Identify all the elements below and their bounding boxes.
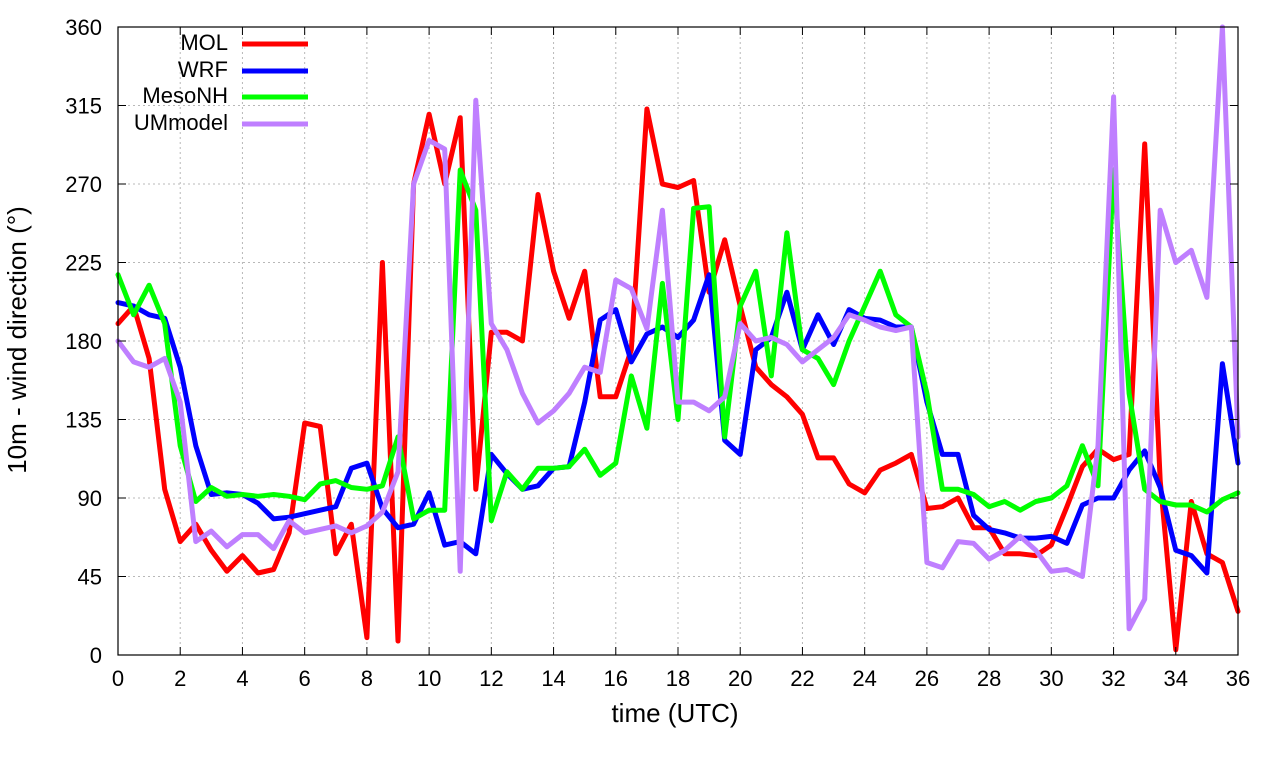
x-tick-label: 24 <box>852 666 876 691</box>
x-tick-label: 0 <box>112 666 124 691</box>
series-line-mol <box>115 106 1241 653</box>
x-tick-label: 20 <box>728 666 752 691</box>
x-tick-label: 8 <box>361 666 373 691</box>
series-line-wrf <box>115 272 1241 576</box>
series-line-ummodel <box>115 24 1241 632</box>
x-tick-label: 22 <box>790 666 814 691</box>
y-tick-labels: 0 45 90 135 180 225 270 315 360 <box>65 15 102 668</box>
tick-marks <box>117 26 1239 656</box>
y-tick-label: 225 <box>65 251 102 276</box>
legend: MOL WRF MesoNH UMmodel <box>134 30 308 135</box>
series-lines <box>115 24 1241 653</box>
x-tick-label: 16 <box>604 666 628 691</box>
x-axis-title: time (UTC) <box>611 698 738 728</box>
x-tick-label: 36 <box>1226 666 1250 691</box>
x-tick-label: 12 <box>479 666 503 691</box>
x-tick-label: 34 <box>1164 666 1188 691</box>
x-tick-label: 18 <box>666 666 690 691</box>
y-tick-label: 315 <box>65 94 102 119</box>
y-tick-label: 360 <box>65 15 102 40</box>
y-tick-label: 45 <box>78 565 102 590</box>
x-tick-label: 6 <box>299 666 311 691</box>
legend-label-mol: MOL <box>180 30 228 55</box>
y-axis-title: 10m - wind direction (°) <box>2 206 32 474</box>
x-tick-label: 2 <box>174 666 186 691</box>
y-tick-label: 0 <box>90 643 102 668</box>
y-tick-label: 135 <box>65 408 102 433</box>
x-tick-label: 28 <box>977 666 1001 691</box>
x-tick-label: 10 <box>417 666 441 691</box>
y-tick-label: 180 <box>65 329 102 354</box>
x-tick-label: 14 <box>541 666 565 691</box>
y-tick-label: 270 <box>65 172 102 197</box>
legend-label-wrf: WRF <box>178 57 228 82</box>
x-tick-label: 26 <box>915 666 939 691</box>
series-line-mesonh <box>115 167 1241 524</box>
legend-label-mesonh: MesoNH <box>142 83 228 108</box>
x-tick-label: 32 <box>1101 666 1125 691</box>
x-tick-label: 4 <box>236 666 248 691</box>
legend-label-ummodel: UMmodel <box>134 110 228 135</box>
x-tick-label: 30 <box>1039 666 1063 691</box>
x-tick-labels: 0 2 4 6 8 10 12 14 16 18 20 22 24 26 28 30 32 34 36 <box>112 666 1250 691</box>
y-tick-label: 90 <box>78 486 102 511</box>
grid-lines <box>118 27 1238 655</box>
